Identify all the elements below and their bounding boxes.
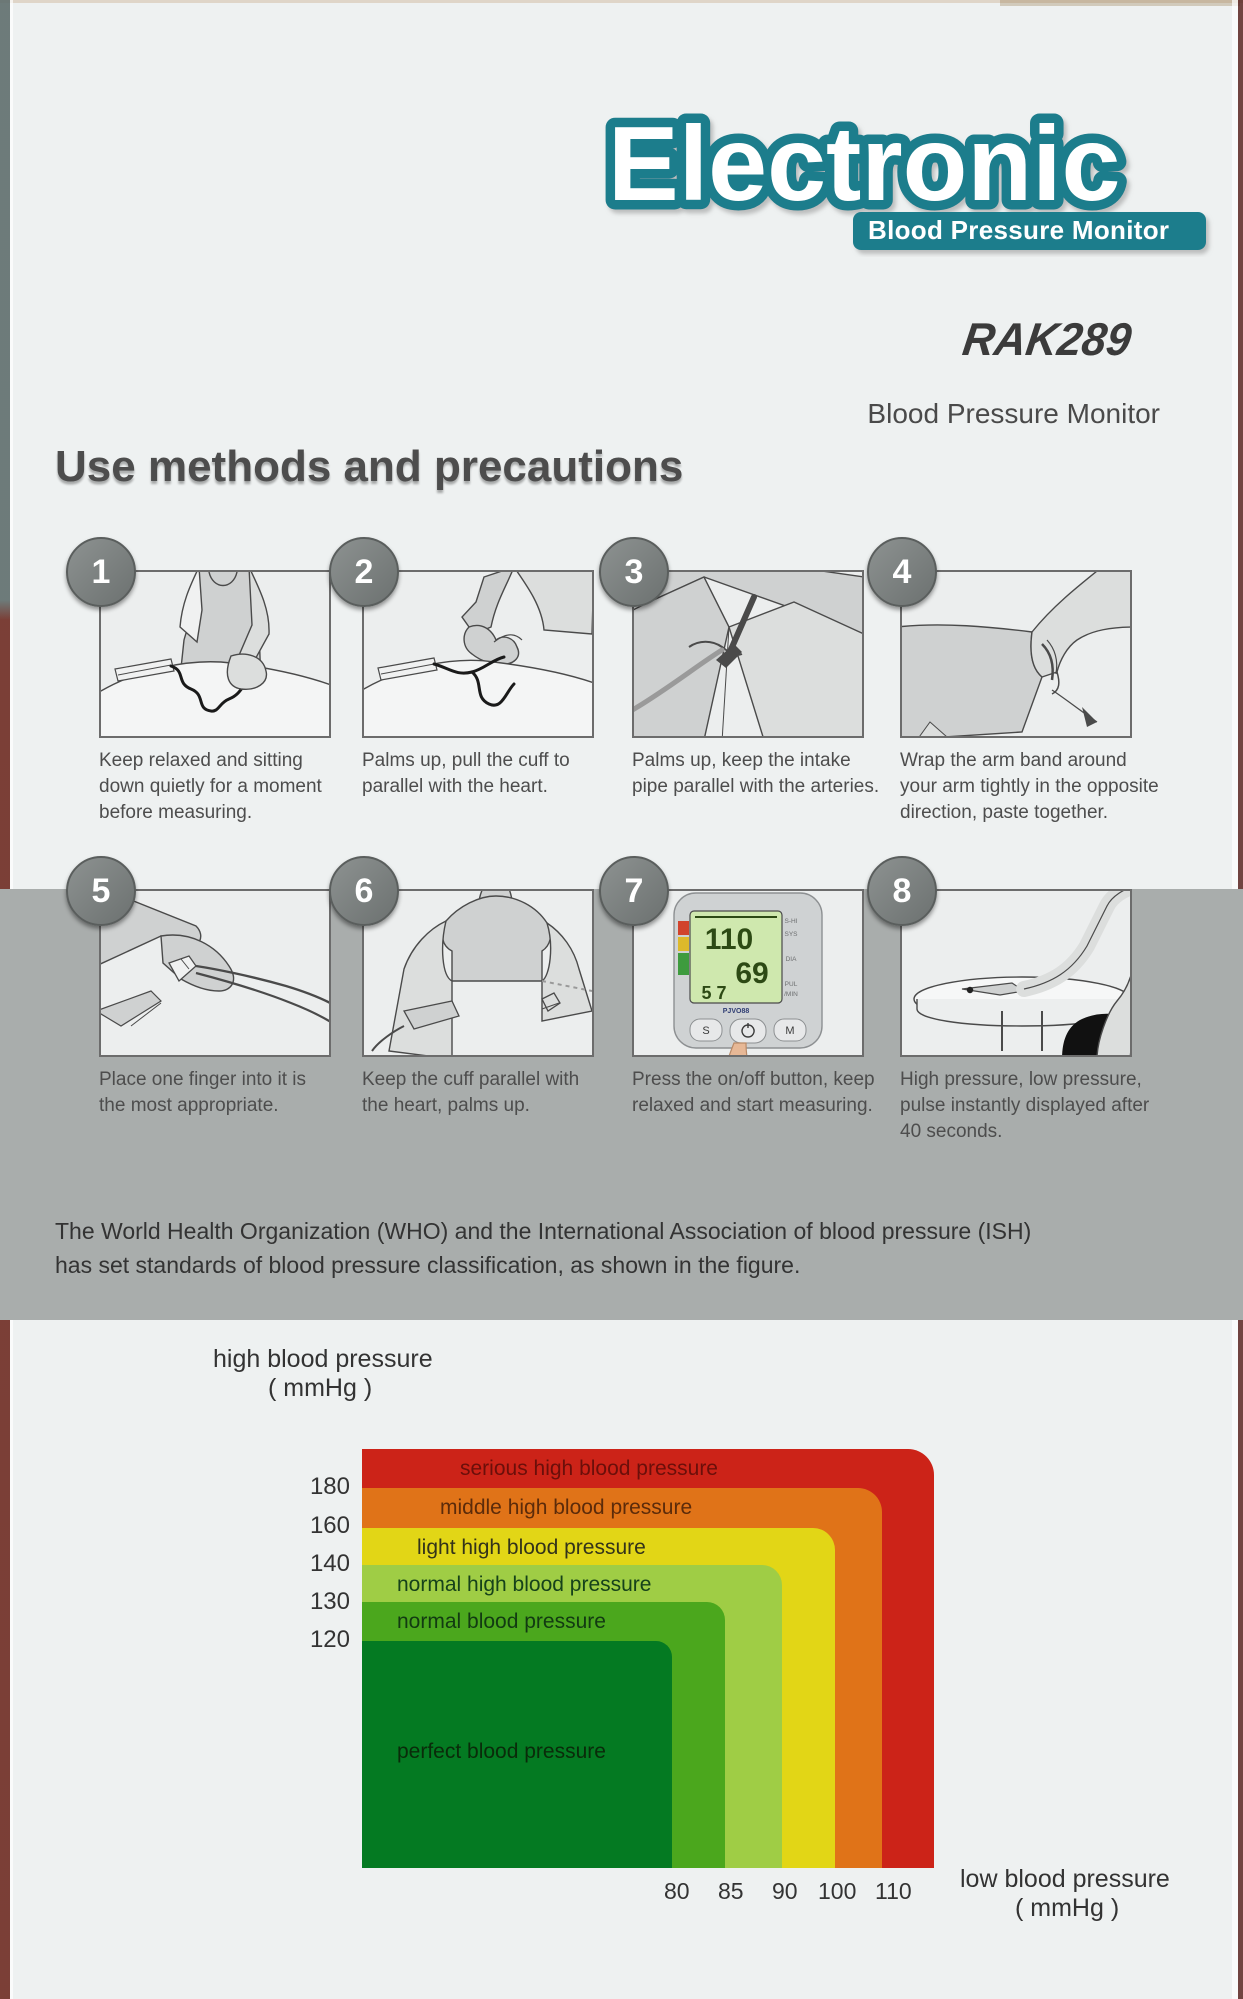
svg-text:5 7: 5 7	[701, 983, 726, 1003]
svg-text:SYS: SYS	[784, 931, 798, 938]
svg-text:S: S	[702, 1025, 709, 1037]
svg-text:M: M	[785, 1025, 794, 1037]
svg-text:110: 110	[705, 923, 753, 956]
svg-text:69: 69	[735, 957, 768, 990]
svg-text:S-HI: S-HI	[785, 918, 798, 925]
svg-text:PJVO88: PJVO88	[723, 1008, 750, 1015]
svg-text:PUL: PUL	[785, 981, 798, 988]
svg-text:/MIN: /MIN	[784, 991, 798, 998]
svg-text:DIA: DIA	[786, 956, 798, 963]
